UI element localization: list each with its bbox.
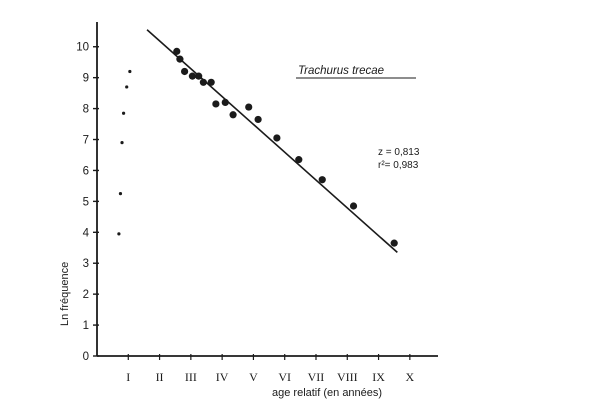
regression-line (146, 29, 398, 253)
data-point (212, 100, 220, 108)
data-point (118, 192, 123, 196)
y-axis-ticks: 0 1 2 3 4 5 6 7 8 9 10 (76, 42, 99, 363)
chart-title: Trachurus trecae (298, 65, 384, 77)
y-tick-label: 9 (83, 73, 89, 85)
y-tick-label: 4 (83, 227, 90, 239)
data-point (128, 69, 132, 74)
y-axis-label: Ln fréquence (59, 262, 71, 326)
data-point (229, 111, 237, 119)
y-tick-label: 2 (83, 289, 89, 301)
x-tick-label: III (185, 370, 197, 384)
y-tick-label: 6 (83, 165, 89, 177)
x-tick-label: VIII (337, 370, 358, 384)
data-point (199, 78, 207, 86)
data-point (180, 67, 189, 76)
y-tick-label: 8 (83, 104, 89, 116)
data-points (117, 47, 398, 247)
z-annotation: z = 0,813 (378, 147, 420, 158)
x-tick-label: I (126, 370, 130, 384)
y-tick-label: 10 (76, 42, 89, 54)
y-tick-label: 3 (83, 258, 89, 270)
data-point (349, 202, 358, 210)
data-point (120, 141, 124, 145)
data-point (195, 72, 203, 80)
data-point (295, 156, 303, 164)
x-tick-label: IV (216, 370, 229, 384)
x-tick-label: X (406, 370, 415, 384)
y-tick-label: 5 (83, 196, 89, 208)
x-tick-label: VI (278, 370, 291, 384)
data-point (221, 98, 229, 107)
data-point (117, 232, 121, 236)
x-axis-ticks: I II III IV V VI VII VIII IX X (126, 354, 415, 384)
r2-annotation: r²= 0,983 (378, 160, 419, 171)
y-tick-label: 7 (83, 135, 89, 147)
data-point (245, 103, 253, 111)
x-axis-label: age relatif (en années) (272, 387, 382, 399)
data-point (207, 78, 215, 86)
x-tick-label: II (156, 370, 164, 384)
x-tick-label: IX (372, 370, 385, 384)
y-tick-label: 1 (83, 320, 89, 332)
data-point (188, 72, 197, 80)
x-tick-label: V (249, 370, 258, 384)
data-point (173, 47, 181, 55)
data-point (176, 55, 184, 63)
data-point (125, 85, 129, 89)
data-point (121, 111, 126, 115)
data-point (318, 176, 326, 184)
x-tick-label: VII (308, 370, 325, 384)
data-point (254, 115, 262, 124)
data-point (390, 239, 398, 247)
data-point (273, 134, 281, 142)
y-tick-label: 0 (83, 351, 89, 363)
